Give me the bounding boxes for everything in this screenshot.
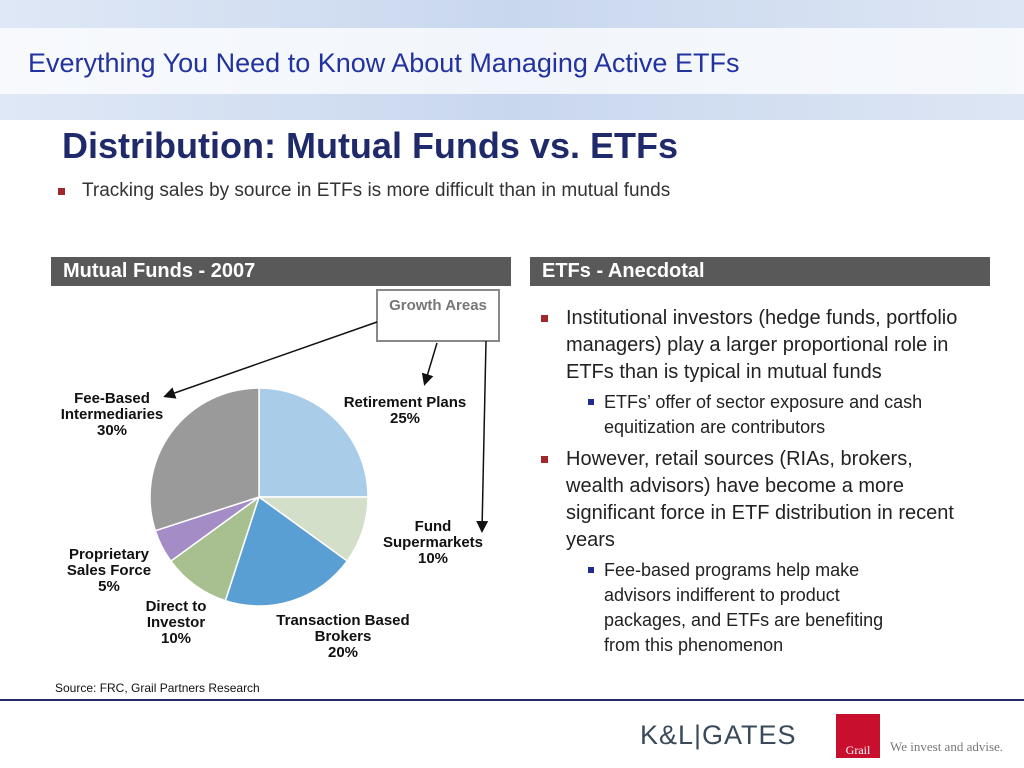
pie-slice	[149, 387, 260, 532]
bullet-item: However, retail sources (RIAs, brokers, …	[530, 446, 966, 554]
pie-slice	[258, 387, 369, 498]
value-label: 25%	[389, 410, 421, 427]
header-strip	[0, 28, 1024, 94]
slice-label: Retirement Plans 25%	[325, 395, 485, 427]
bullet-text: Tracking sales by source in ETFs is more…	[82, 180, 671, 201]
arrow	[163, 321, 378, 399]
category-label: Fund Supermarkets	[382, 518, 484, 551]
panel-title: Mutual Funds - 2007	[51, 257, 511, 286]
slice-label: Transaction Based Brokers 20%	[273, 613, 413, 661]
slice-label: Fee-Based Intermediaries 30%	[42, 391, 182, 439]
slide-title: Distribution: Mutual Funds vs. ETFs	[62, 125, 678, 166]
pie-slice	[224, 495, 349, 607]
bullet-marker	[58, 188, 65, 195]
logo-left: K&L|GATES	[640, 720, 797, 750]
value-label: 10%	[417, 550, 449, 567]
arrow	[476, 340, 489, 533]
arrow	[421, 342, 438, 386]
header-text: Everything You Need to Know About Managi…	[28, 48, 740, 78]
category-label: Retirement Plans	[343, 394, 467, 411]
tagline: We invest and advise.	[890, 739, 1004, 754]
right-bullets: Institutional investors (hedge funds, po…	[530, 305, 990, 664]
sub-bullet: ETFs’ offer of sector exposure and cash …	[530, 390, 924, 440]
logo-mark: Grail	[836, 714, 880, 758]
value-label: 10%	[160, 630, 192, 647]
panel-title: ETFs - Anecdotal	[530, 257, 990, 286]
bullet-item: Institutional investors (hedge funds, po…	[530, 305, 966, 386]
value-label: 20%	[327, 644, 359, 661]
sub-bullet: Fee-based programs help make advisors in…	[530, 558, 924, 658]
slice-label: Direct to Investor 10%	[126, 599, 226, 647]
category-label: Proprietary Sales Force	[66, 546, 152, 579]
category-label: Direct to Investor	[145, 598, 207, 631]
slice-label: Fund Supermarkets 10%	[368, 519, 498, 567]
slice-label: Proprietary Sales Force 5%	[54, 547, 164, 595]
category-label: Fee-Based Intermediaries	[60, 390, 164, 423]
value-label: 30%	[96, 422, 128, 439]
source: Source: FRC, Grail Partners Research	[55, 681, 260, 695]
annotation-box	[376, 289, 500, 342]
value-label: 5%	[98, 578, 120, 595]
annotation: Growth Areas	[389, 297, 487, 314]
category-label: Transaction Based Brokers	[276, 612, 410, 645]
